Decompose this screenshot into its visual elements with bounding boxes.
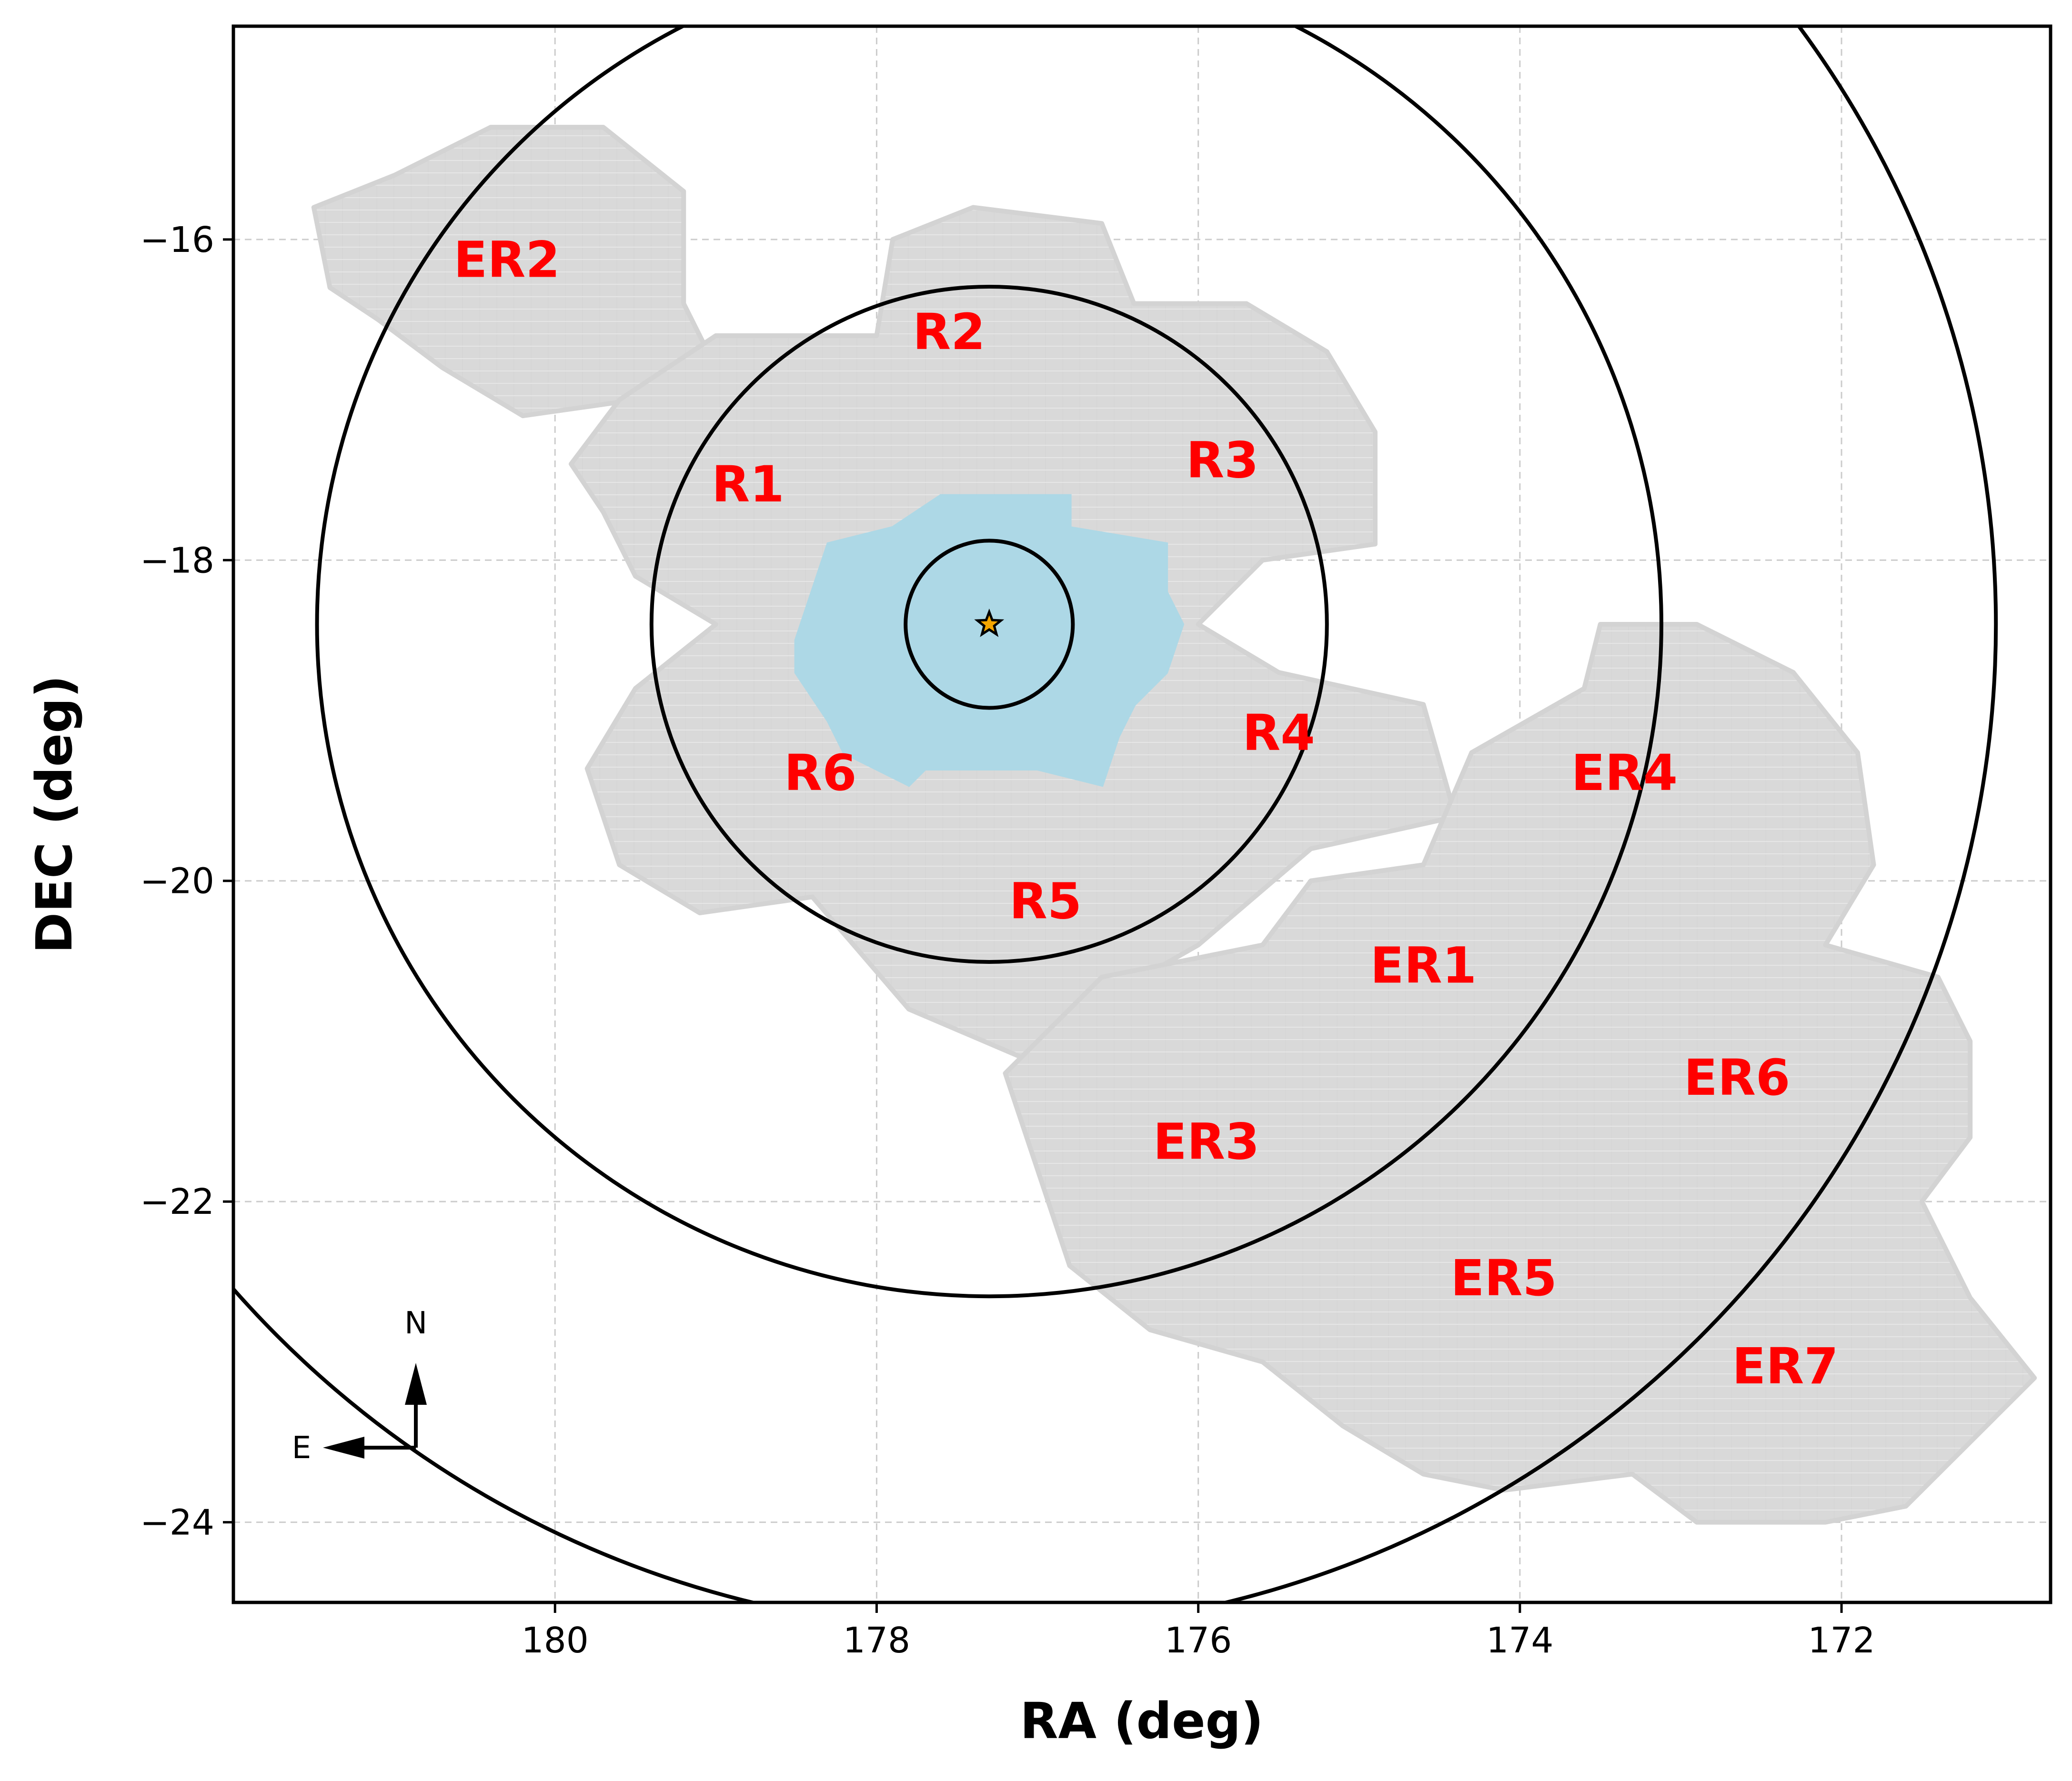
y-tick-label-4: −24 <box>140 1502 214 1543</box>
region-label-er3: ER3 <box>1153 1113 1260 1171</box>
circle-3 <box>315 26 1663 1298</box>
plot-frame <box>231 24 2052 1604</box>
y-tick-label-3: −22 <box>140 1181 214 1222</box>
region-label-r2: R2 <box>913 303 985 361</box>
east-arrowhead <box>323 1437 364 1459</box>
east-label: E <box>292 1431 311 1466</box>
axis-ticks: 180 178 176 174 172 −16 −18 −20 −22 −24 <box>140 220 1875 1661</box>
y-tick-label-2: −20 <box>140 861 214 902</box>
center-star <box>974 608 1005 637</box>
region-label-er4: ER4 <box>1571 744 1678 802</box>
y-axis-label: DEC (deg) <box>25 675 83 953</box>
x-tick-label-2: 176 <box>1165 1620 1232 1661</box>
region-label-r6: R6 <box>784 744 856 802</box>
north-label: N <box>404 1306 427 1341</box>
x-tick-label-1: 178 <box>843 1620 910 1661</box>
y-tick-label-0: −16 <box>140 220 214 260</box>
north-arrowhead <box>405 1363 427 1405</box>
region-label-r4: R4 <box>1242 704 1315 762</box>
x-tick-label-4: 172 <box>1808 1620 1875 1661</box>
circle-2 <box>649 284 1329 964</box>
y-tick-label-1: −18 <box>140 540 214 581</box>
region-label-er1: ER1 <box>1370 936 1477 994</box>
region-label-er5: ER5 <box>1450 1249 1557 1307</box>
compass-rose: N E <box>292 1306 427 1466</box>
region-label-er7: ER7 <box>1732 1337 1839 1395</box>
circle-1 <box>904 539 1075 710</box>
x-axis-label: RA (deg) <box>1020 1692 1263 1750</box>
circle-4 <box>233 26 1998 1602</box>
region-label-er2: ER2 <box>453 231 560 289</box>
region-labels: R1 R2 R3 R4 R5 R6 ER1 ER2 ER3 ER4 ER5 ER6 ER7 <box>453 231 1839 1395</box>
footprint-er-east <box>1003 622 2037 1525</box>
region-label-er6: ER6 <box>1684 1049 1790 1107</box>
inner-footprint <box>794 494 1185 787</box>
region-label-r3: R3 <box>1186 431 1258 490</box>
radius-circles <box>233 26 1998 1602</box>
region-label-r5: R5 <box>1009 872 1082 931</box>
region-label-r1: R1 <box>712 455 784 513</box>
x-tick-label-3: 174 <box>1486 1620 1553 1661</box>
footprint-er2 <box>311 125 718 419</box>
survey-footprint <box>311 125 2037 1525</box>
x-tick-label-0: 180 <box>522 1620 589 1661</box>
center-star-marker <box>974 608 1005 637</box>
